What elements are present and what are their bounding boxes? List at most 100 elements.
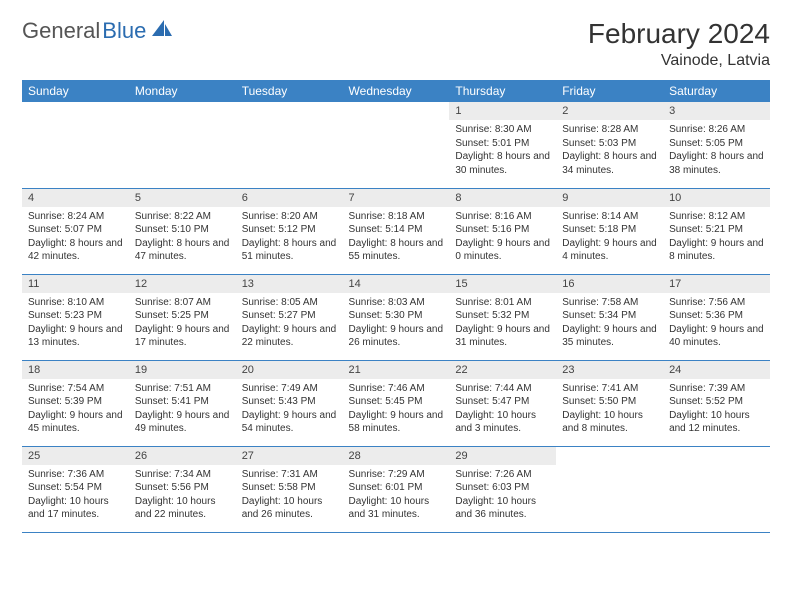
day-sun-data: Sunrise: 8:22 AMSunset: 5:10 PMDaylight:… bbox=[129, 207, 236, 268]
sail-icon bbox=[150, 18, 174, 44]
calendar-day-cell: 7Sunrise: 8:18 AMSunset: 5:14 PMDaylight… bbox=[343, 188, 450, 274]
day-number: 28 bbox=[343, 447, 450, 465]
calendar-day-cell: 10Sunrise: 8:12 AMSunset: 5:21 PMDayligh… bbox=[663, 188, 770, 274]
calendar-day-cell: 3Sunrise: 8:26 AMSunset: 5:05 PMDaylight… bbox=[663, 102, 770, 188]
day-number: 13 bbox=[236, 275, 343, 293]
header: GeneralBlue February 2024 Vainode, Latvi… bbox=[22, 18, 770, 70]
day-number: 4 bbox=[22, 189, 129, 207]
calendar-day-cell: .. bbox=[343, 102, 450, 188]
day-number: 20 bbox=[236, 361, 343, 379]
calendar-header-row: SundayMondayTuesdayWednesdayThursdayFrid… bbox=[22, 80, 770, 102]
calendar-table: SundayMondayTuesdayWednesdayThursdayFrid… bbox=[22, 80, 770, 533]
calendar-day-cell: 26Sunrise: 7:34 AMSunset: 5:56 PMDayligh… bbox=[129, 446, 236, 532]
day-number: 7 bbox=[343, 189, 450, 207]
calendar-day-cell: 1Sunrise: 8:30 AMSunset: 5:01 PMDaylight… bbox=[449, 102, 556, 188]
calendar-week-row: 18Sunrise: 7:54 AMSunset: 5:39 PMDayligh… bbox=[22, 360, 770, 446]
day-of-week-header: Saturday bbox=[663, 80, 770, 102]
calendar-day-cell: 13Sunrise: 8:05 AMSunset: 5:27 PMDayligh… bbox=[236, 274, 343, 360]
day-number: 23 bbox=[556, 361, 663, 379]
calendar-day-cell: 11Sunrise: 8:10 AMSunset: 5:23 PMDayligh… bbox=[22, 274, 129, 360]
calendar-day-cell: 5Sunrise: 8:22 AMSunset: 5:10 PMDaylight… bbox=[129, 188, 236, 274]
calendar-day-cell: 12Sunrise: 8:07 AMSunset: 5:25 PMDayligh… bbox=[129, 274, 236, 360]
day-sun-data: Sunrise: 7:54 AMSunset: 5:39 PMDaylight:… bbox=[22, 379, 129, 440]
day-of-week-header: Wednesday bbox=[343, 80, 450, 102]
calendar-day-cell: 22Sunrise: 7:44 AMSunset: 5:47 PMDayligh… bbox=[449, 360, 556, 446]
calendar-day-cell: .. bbox=[22, 102, 129, 188]
calendar-day-cell: 25Sunrise: 7:36 AMSunset: 5:54 PMDayligh… bbox=[22, 446, 129, 532]
day-sun-data: Sunrise: 8:12 AMSunset: 5:21 PMDaylight:… bbox=[663, 207, 770, 268]
day-sun-data: Sunrise: 7:58 AMSunset: 5:34 PMDaylight:… bbox=[556, 293, 663, 354]
day-number: 3 bbox=[663, 102, 770, 120]
day-of-week-header: Thursday bbox=[449, 80, 556, 102]
day-sun-data: Sunrise: 7:49 AMSunset: 5:43 PMDaylight:… bbox=[236, 379, 343, 440]
day-number: 14 bbox=[343, 275, 450, 293]
calendar-day-cell: .. bbox=[663, 446, 770, 532]
calendar-day-cell: 14Sunrise: 8:03 AMSunset: 5:30 PMDayligh… bbox=[343, 274, 450, 360]
brand-part1: General bbox=[22, 18, 100, 44]
day-number: 9 bbox=[556, 189, 663, 207]
calendar-day-cell: 6Sunrise: 8:20 AMSunset: 5:12 PMDaylight… bbox=[236, 188, 343, 274]
day-sun-data: Sunrise: 8:24 AMSunset: 5:07 PMDaylight:… bbox=[22, 207, 129, 268]
calendar-day-cell: 4Sunrise: 8:24 AMSunset: 5:07 PMDaylight… bbox=[22, 188, 129, 274]
calendar-day-cell: 20Sunrise: 7:49 AMSunset: 5:43 PMDayligh… bbox=[236, 360, 343, 446]
day-sun-data: Sunrise: 7:44 AMSunset: 5:47 PMDaylight:… bbox=[449, 379, 556, 440]
calendar-day-cell: 21Sunrise: 7:46 AMSunset: 5:45 PMDayligh… bbox=[343, 360, 450, 446]
day-sun-data: Sunrise: 8:30 AMSunset: 5:01 PMDaylight:… bbox=[449, 120, 556, 181]
day-sun-data: Sunrise: 7:29 AMSunset: 6:01 PMDaylight:… bbox=[343, 465, 450, 526]
day-number: 26 bbox=[129, 447, 236, 465]
calendar-day-cell: 9Sunrise: 8:14 AMSunset: 5:18 PMDaylight… bbox=[556, 188, 663, 274]
calendar-day-cell: .. bbox=[236, 102, 343, 188]
day-of-week-header: Friday bbox=[556, 80, 663, 102]
title-block: February 2024 Vainode, Latvia bbox=[588, 18, 770, 70]
calendar-day-cell: 28Sunrise: 7:29 AMSunset: 6:01 PMDayligh… bbox=[343, 446, 450, 532]
day-sun-data: Sunrise: 7:56 AMSunset: 5:36 PMDaylight:… bbox=[663, 293, 770, 354]
day-sun-data: Sunrise: 8:01 AMSunset: 5:32 PMDaylight:… bbox=[449, 293, 556, 354]
day-sun-data: Sunrise: 7:51 AMSunset: 5:41 PMDaylight:… bbox=[129, 379, 236, 440]
day-sun-data: Sunrise: 7:36 AMSunset: 5:54 PMDaylight:… bbox=[22, 465, 129, 526]
month-title: February 2024 bbox=[588, 18, 770, 50]
day-of-week-header: Tuesday bbox=[236, 80, 343, 102]
day-sun-data: Sunrise: 8:28 AMSunset: 5:03 PMDaylight:… bbox=[556, 120, 663, 181]
brand-logo: GeneralBlue bbox=[22, 18, 174, 44]
calendar-week-row: 4Sunrise: 8:24 AMSunset: 5:07 PMDaylight… bbox=[22, 188, 770, 274]
brand-part2: Blue bbox=[102, 18, 146, 44]
day-sun-data: Sunrise: 8:16 AMSunset: 5:16 PMDaylight:… bbox=[449, 207, 556, 268]
day-of-week-header: Sunday bbox=[22, 80, 129, 102]
day-number: 29 bbox=[449, 447, 556, 465]
day-sun-data: Sunrise: 7:46 AMSunset: 5:45 PMDaylight:… bbox=[343, 379, 450, 440]
location: Vainode, Latvia bbox=[588, 52, 770, 70]
calendar-week-row: 11Sunrise: 8:10 AMSunset: 5:23 PMDayligh… bbox=[22, 274, 770, 360]
calendar-day-cell: .. bbox=[129, 102, 236, 188]
day-number: 5 bbox=[129, 189, 236, 207]
day-number: 2 bbox=[556, 102, 663, 120]
calendar-week-row: 25Sunrise: 7:36 AMSunset: 5:54 PMDayligh… bbox=[22, 446, 770, 532]
calendar-day-cell: 24Sunrise: 7:39 AMSunset: 5:52 PMDayligh… bbox=[663, 360, 770, 446]
day-number: 18 bbox=[22, 361, 129, 379]
calendar-day-cell: 23Sunrise: 7:41 AMSunset: 5:50 PMDayligh… bbox=[556, 360, 663, 446]
calendar-day-cell: 2Sunrise: 8:28 AMSunset: 5:03 PMDaylight… bbox=[556, 102, 663, 188]
day-sun-data: Sunrise: 8:05 AMSunset: 5:27 PMDaylight:… bbox=[236, 293, 343, 354]
day-sun-data: Sunrise: 8:03 AMSunset: 5:30 PMDaylight:… bbox=[343, 293, 450, 354]
day-number: 16 bbox=[556, 275, 663, 293]
day-sun-data: Sunrise: 7:31 AMSunset: 5:58 PMDaylight:… bbox=[236, 465, 343, 526]
calendar-day-cell: 19Sunrise: 7:51 AMSunset: 5:41 PMDayligh… bbox=[129, 360, 236, 446]
day-sun-data: Sunrise: 8:07 AMSunset: 5:25 PMDaylight:… bbox=[129, 293, 236, 354]
day-number: 12 bbox=[129, 275, 236, 293]
day-number: 27 bbox=[236, 447, 343, 465]
calendar-day-cell: 18Sunrise: 7:54 AMSunset: 5:39 PMDayligh… bbox=[22, 360, 129, 446]
day-number: 22 bbox=[449, 361, 556, 379]
day-number: 1 bbox=[449, 102, 556, 120]
day-sun-data: Sunrise: 7:41 AMSunset: 5:50 PMDaylight:… bbox=[556, 379, 663, 440]
day-sun-data: Sunrise: 7:34 AMSunset: 5:56 PMDaylight:… bbox=[129, 465, 236, 526]
day-number: 19 bbox=[129, 361, 236, 379]
day-number: 17 bbox=[663, 275, 770, 293]
day-number: 24 bbox=[663, 361, 770, 379]
day-number: 8 bbox=[449, 189, 556, 207]
day-sun-data: Sunrise: 7:39 AMSunset: 5:52 PMDaylight:… bbox=[663, 379, 770, 440]
day-sun-data: Sunrise: 7:26 AMSunset: 6:03 PMDaylight:… bbox=[449, 465, 556, 526]
day-of-week-header: Monday bbox=[129, 80, 236, 102]
calendar-day-cell: 15Sunrise: 8:01 AMSunset: 5:32 PMDayligh… bbox=[449, 274, 556, 360]
day-number: 10 bbox=[663, 189, 770, 207]
day-sun-data: Sunrise: 8:26 AMSunset: 5:05 PMDaylight:… bbox=[663, 120, 770, 181]
calendar-day-cell: 29Sunrise: 7:26 AMSunset: 6:03 PMDayligh… bbox=[449, 446, 556, 532]
